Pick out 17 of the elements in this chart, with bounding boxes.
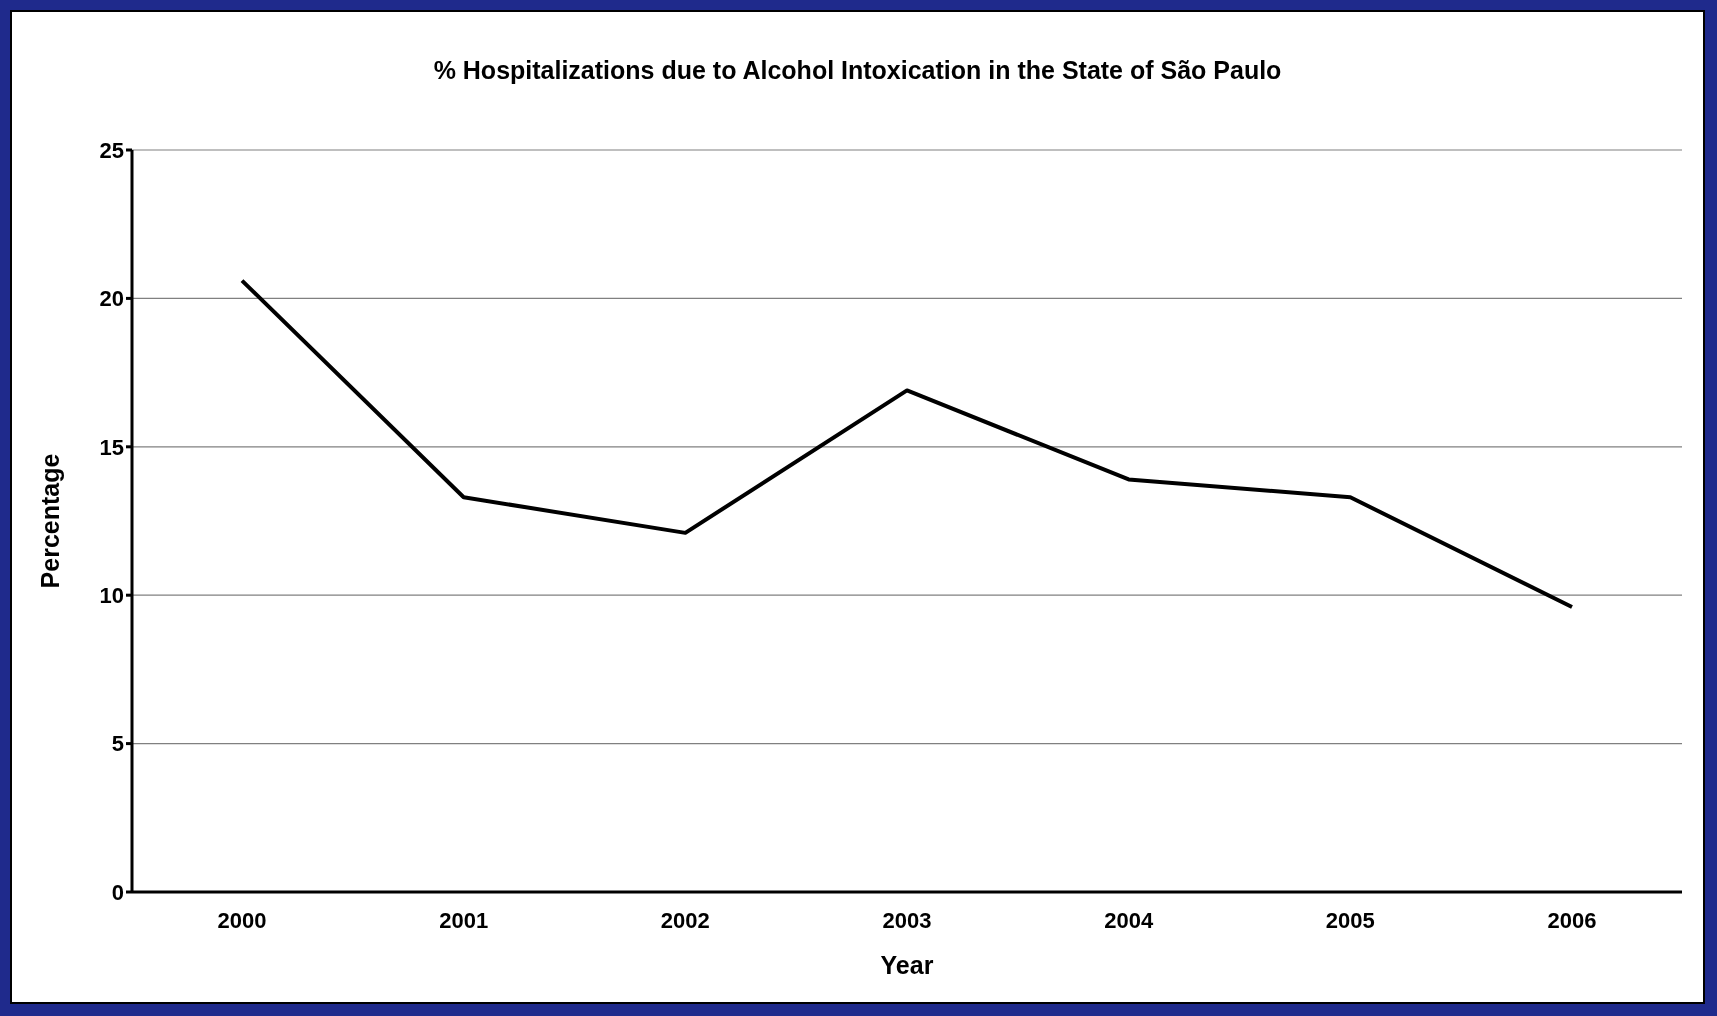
x-tick-label: 2002 bbox=[660, 907, 710, 933]
x-tick-label: 2006 bbox=[1547, 907, 1597, 933]
y-axis-title: Percentage bbox=[35, 453, 64, 589]
x-tick-label: 2004 bbox=[1104, 907, 1154, 933]
line-series bbox=[240, 278, 1574, 610]
x-tick-label: 2003 bbox=[882, 907, 932, 933]
y-tick-label: 10 bbox=[99, 583, 124, 609]
x-tick-label: 2005 bbox=[1325, 907, 1375, 933]
x-tick-label: 2001 bbox=[439, 907, 489, 933]
x-axis-title: Year bbox=[880, 951, 934, 979]
y-tick-label: 20 bbox=[99, 286, 124, 312]
y-tick-label: 5 bbox=[111, 731, 124, 757]
y-tick-label: 25 bbox=[99, 137, 124, 163]
chart-title: % Hospitalizations due to Alcohol Intoxication in the State of São Paulo bbox=[432, 56, 1283, 85]
y-tick-label: 0 bbox=[111, 879, 124, 905]
x-tick-label: 2000 bbox=[217, 907, 267, 933]
y-tick-label: 15 bbox=[99, 434, 124, 460]
